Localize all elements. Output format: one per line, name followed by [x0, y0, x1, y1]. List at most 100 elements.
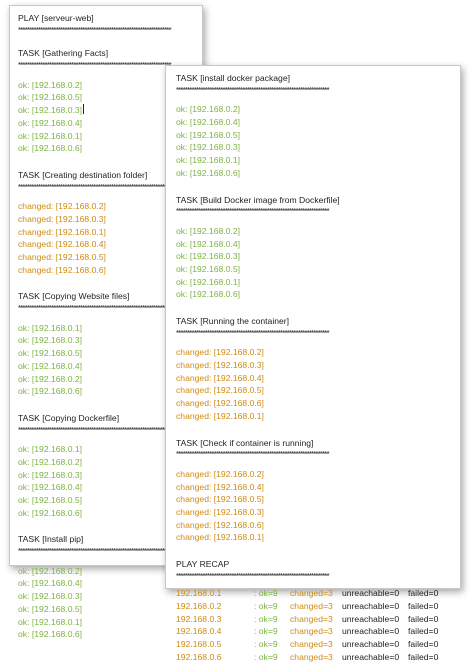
recap-host: 192.168.0.2 [176, 601, 222, 612]
status-prefix: ok: [ [18, 565, 35, 576]
host-ip: 192.168.0.3 [34, 591, 80, 602]
host-result-line: changed: [192.168.0.4] [176, 481, 460, 494]
host-ip: 192.168.0.3 [216, 506, 262, 517]
host-ip: 192.168.0.5 [34, 603, 80, 614]
recap-failed: failed=0 [408, 613, 439, 624]
host-result-line: ok: [192.168.0.4] [18, 117, 202, 130]
host-result-line: ok: [192.168.0.6] [18, 385, 202, 398]
status-suffix: ] [79, 105, 83, 116]
host-result-line: ok: [192.168.0.1] [176, 276, 460, 289]
host-ip: 192.168.0.6 [192, 289, 238, 300]
host-result-line: changed: [192.168.0.2] [176, 468, 460, 481]
recap-row: 192.168.0.2: ok=9 changed=3 unreachable=0 f… [176, 600, 460, 613]
status-suffix: ] [261, 372, 264, 383]
status-prefix: changed: [ [176, 347, 217, 358]
status-suffix: ] [79, 603, 83, 614]
status-suffix: ] [79, 629, 83, 640]
host-result-line: ok: [192.168.0.1] [176, 154, 460, 167]
status-suffix: ] [261, 494, 264, 505]
host-ip: 192.168.0.2 [34, 456, 80, 467]
status-prefix: changed: [ [176, 398, 217, 409]
status-suffix: ] [79, 348, 83, 359]
task-block: TASK [Creating destination folder] ******… [18, 169, 202, 291]
recap-ok: : ok=9 [254, 588, 278, 599]
play-title: PLAY [serveur-web] [18, 13, 94, 23]
host-ip: 192.168.0.6 [34, 507, 80, 518]
status-suffix: ] [237, 155, 241, 166]
host-result-line: ok: [192.168.0.4] [176, 116, 460, 129]
status-prefix: ok: [ [18, 360, 35, 371]
recap-changed: changed=3 [290, 639, 333, 650]
status-prefix: ok: [ [176, 276, 193, 287]
host-result-line: ok: [192.168.0.4] [18, 360, 202, 373]
separator-stars: ****************************************… [18, 425, 172, 435]
status-suffix: ] [237, 104, 241, 115]
status-suffix: ] [79, 578, 83, 589]
recap-row: 192.168.0.4: ok=9 changed=3 unreachable=0 f… [176, 625, 460, 638]
host-ip: 192.168.0.4 [192, 238, 238, 249]
status-suffix: ] [237, 263, 241, 274]
status-prefix: changed: [ [18, 226, 59, 237]
host-result-line: ok: [192.168.0.2] [18, 79, 202, 92]
host-result-line: ok: [192.168.0.5] [176, 129, 460, 142]
host-result-line: ok: [192.168.0.4] [18, 481, 202, 494]
host-result-line: changed: [192.168.0.5] [176, 384, 460, 397]
host-ip: 192.168.0.4 [216, 481, 262, 492]
host-ip: 192.168.0.6 [34, 629, 80, 640]
host-ip: 192.168.0.2 [192, 225, 238, 236]
host-ip: 192.168.0.3 [192, 251, 238, 262]
status-suffix: ] [237, 276, 241, 287]
status-suffix: ] [79, 444, 83, 455]
host-result-line: changed: [192.168.0.1] [176, 410, 460, 423]
status-suffix: ] [261, 360, 264, 371]
status-suffix: ] [261, 481, 264, 492]
status-suffix: ] [103, 264, 106, 275]
status-prefix: changed: [ [176, 385, 217, 396]
host-ip: 192.168.0.3 [192, 142, 238, 153]
status-prefix: changed: [ [176, 468, 217, 479]
status-suffix: ] [103, 252, 106, 262]
recap-unreachable: unreachable=0 [342, 613, 400, 624]
recap-row: 192.168.0.1: ok=9 changed=3 unreachable=0 f… [176, 587, 460, 600]
host-result-line: changed: [192.168.0.5] [18, 251, 202, 264]
status-suffix: ] [79, 616, 83, 627]
host-ip: 192.168.0.1 [58, 226, 104, 237]
task-title: TASK [Check if container is running] [176, 437, 314, 448]
recap-host: 192.168.0.5 [176, 639, 222, 650]
host-result-line: ok: [192.168.0.4] [18, 577, 202, 590]
host-result-line: ok: [192.168.0.1] [18, 443, 202, 456]
host-ip: 192.168.0.4 [34, 482, 80, 493]
recap-ok: : ok=9 [254, 651, 278, 662]
task-title: TASK [Gathering Facts] [18, 48, 109, 59]
host-ip: 192.168.0.3 [34, 105, 80, 116]
status-suffix: ] [79, 92, 83, 103]
status-suffix: ] [79, 373, 83, 384]
host-ip: 192.168.0.6 [216, 398, 262, 409]
status-prefix: ok: [ [18, 629, 35, 640]
recap-title: PLAY RECAP [176, 559, 230, 569]
host-ip: 192.168.0.1 [192, 155, 238, 166]
recap-changed: changed=3 [290, 588, 333, 599]
host-result-line: ok: [192.168.0.3] [176, 141, 460, 154]
host-result-line: changed: [192.168.0.4] [18, 238, 202, 251]
host-ip: 192.168.0.6 [34, 143, 80, 154]
separator-stars: ****************************************… [18, 547, 172, 557]
status-prefix: ok: [ [18, 616, 35, 627]
host-result-line: ok: [192.168.0.6] [176, 167, 460, 180]
host-ip: 192.168.0.5 [34, 92, 80, 103]
task-title: TASK [Build Docker image from Dockerfile… [176, 194, 340, 205]
recap-host: 192.168.0.1 [176, 588, 222, 599]
status-prefix: ok: [ [18, 591, 35, 602]
host-ip: 192.168.0.5 [216, 494, 262, 505]
separator-stars: ****************************************… [176, 207, 330, 217]
task-title: TASK [Running the container] [176, 316, 290, 326]
recap-ok: : ok=9 [254, 626, 278, 637]
status-suffix: ] [79, 322, 83, 333]
host-ip: 192.168.0.4 [192, 117, 238, 128]
status-prefix: ok: [ [176, 129, 193, 140]
status-prefix: ok: [ [18, 143, 35, 154]
status-prefix: ok: [ [18, 335, 35, 346]
status-suffix: ] [79, 495, 83, 505]
host-result-line: changed: [192.168.0.3] [176, 359, 460, 372]
recap-host: 192.168.0.3 [176, 613, 222, 624]
